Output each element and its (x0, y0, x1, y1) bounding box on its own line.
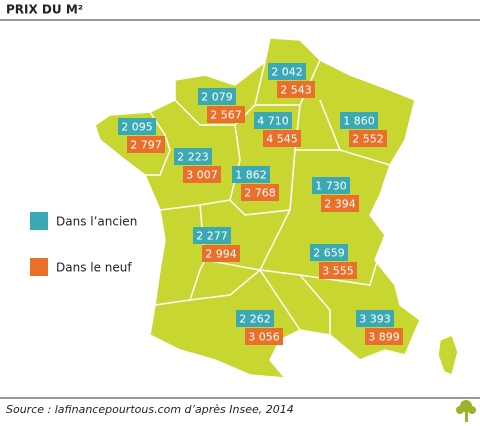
price-old: 1 862 (235, 169, 267, 182)
price-old: 2 262 (239, 313, 271, 326)
price-new-box (319, 262, 357, 279)
price-old-box (254, 112, 292, 129)
price-old: 2 079 (201, 91, 233, 104)
region: 2 223 3 007 (174, 148, 221, 183)
price-old-box (118, 118, 156, 135)
region: 2 095 2 797 (118, 118, 165, 153)
price-new: 3 555 (322, 265, 354, 278)
region: 3 393 3 899 (356, 310, 403, 345)
price-new-box (241, 184, 279, 201)
price-old: 2 277 (196, 230, 228, 243)
price-old: 2 223 (177, 151, 209, 164)
price-new: 3 056 (248, 331, 280, 344)
legend-swatch (30, 258, 48, 276)
region: 2 659 3 555 (310, 244, 357, 279)
price-old: 2 659 (313, 247, 345, 260)
france-map (94, 37, 459, 379)
source: Source : lafinancepourtous.com d’après I… (6, 403, 294, 416)
price-old-box (312, 177, 350, 194)
region: 4 710 4 545 (254, 112, 301, 147)
price-new: 4 545 (266, 133, 298, 146)
legend-label: Dans l’ancien (56, 215, 137, 229)
price-old-box (193, 227, 231, 244)
tree-icon (456, 400, 476, 422)
region-labels: 2 095 2 797 2 079 2 567 2 042 2 543 4 710 4 545… (118, 63, 403, 345)
price-old: 1 730 (315, 180, 347, 193)
price-old-box (268, 63, 306, 80)
region: 2 079 2 567 (198, 88, 245, 123)
price-new: 2 552 (352, 133, 384, 146)
price-old: 1 860 (343, 115, 375, 128)
region: 2 262 3 056 (236, 310, 283, 345)
price-old-box (236, 310, 274, 327)
region: 2 277 2 994 (193, 227, 240, 262)
region: 1 730 2 394 (312, 177, 359, 212)
price-new: 2 543 (280, 84, 312, 97)
legend-swatch (30, 212, 48, 230)
price-new-box (202, 245, 240, 262)
price-new: 2 394 (324, 198, 356, 211)
price-new-box (245, 328, 283, 345)
price-old-box (174, 148, 212, 165)
region: 1 860 2 552 (340, 112, 387, 147)
price-new-box (349, 130, 387, 147)
price-new: 2 768 (244, 187, 276, 200)
price-new: 2 994 (205, 248, 237, 261)
price-old: 4 710 (257, 115, 289, 128)
price-new: 2 567 (210, 109, 242, 122)
price-new-box (277, 81, 315, 98)
title: PRIX DU M² (6, 3, 83, 17)
price-old-box (310, 244, 348, 261)
price-old-box (356, 310, 394, 327)
region: 2 042 2 543 (268, 63, 315, 98)
price-old: 3 393 (359, 313, 391, 326)
price-old: 2 042 (271, 66, 303, 79)
price-new-box (365, 328, 403, 345)
price-new-box (183, 166, 221, 183)
price-old: 2 095 (121, 121, 153, 134)
region: 1 862 2 768 (232, 166, 279, 201)
price-new: 3 007 (186, 169, 218, 182)
price-old-box (340, 112, 378, 129)
price-new-box (207, 106, 245, 123)
price-old-box (198, 88, 236, 105)
price-new: 2 797 (130, 139, 162, 152)
price-new: 3 899 (368, 331, 400, 344)
price-old-box (232, 166, 270, 183)
price-new-box (321, 195, 359, 212)
price-new-box (127, 136, 165, 153)
legend: Dans l’ancien Dans le neuf (30, 212, 137, 276)
price-new-box (263, 130, 301, 147)
legend-label: Dans le neuf (56, 261, 132, 275)
